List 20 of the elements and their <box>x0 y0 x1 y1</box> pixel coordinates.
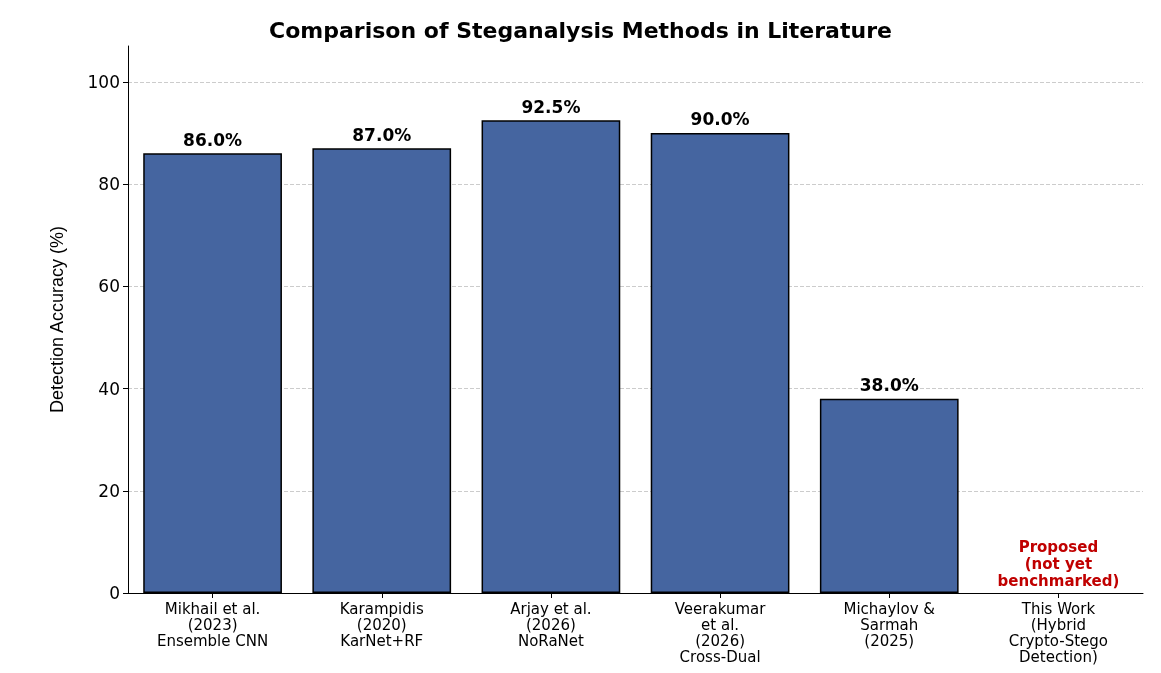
y-tick-label: 20 <box>98 480 120 501</box>
x-tick-label: Karampidis (2020) KarNet+RF <box>339 600 424 650</box>
x-tick-label: Veerakumar et al. (2026) Cross-Dual <box>674 600 767 666</box>
y-tick-label: 0 <box>109 583 120 603</box>
annotation: Proposed (not yet benchmarked) <box>997 537 1120 590</box>
x-tick-label: Michaylov & Sarmah (2025) <box>843 600 936 650</box>
y-tick-label: 80 <box>98 174 120 195</box>
y-tick-label: 100 <box>87 71 120 92</box>
y-tick-label: 60 <box>98 276 120 297</box>
data-label: 38.0% <box>859 375 919 396</box>
y-tick-label: 40 <box>98 378 120 399</box>
data-label: 92.5% <box>521 96 581 117</box>
x-tick-label: Mikhail et al. (2023) Ensemble CNN <box>156 600 269 650</box>
chart-title: Comparison of Steganalysis Methods in Literature <box>269 17 892 43</box>
data-label: 87.0% <box>352 124 412 145</box>
data-label: 90.0% <box>690 109 750 130</box>
x-tick-label: This Work (Hybrid Crypto-Stego Detection) <box>1008 600 1108 666</box>
x-tick-label: Arjay et al. (2026) NoRaNet <box>510 600 592 650</box>
y-axis-title: Detection Accuracy (%) <box>47 225 67 414</box>
data-label: 86.0% <box>183 129 243 150</box>
